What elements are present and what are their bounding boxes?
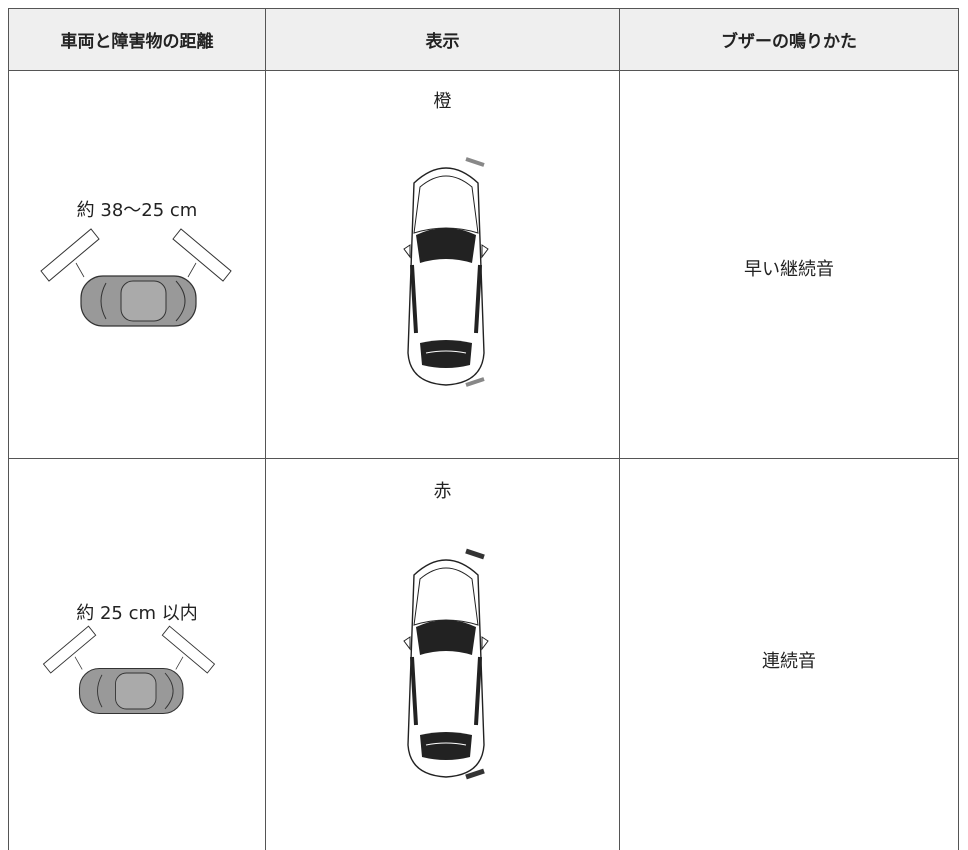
distance-text: 約 38〜25 cm [76, 200, 198, 221]
header-text: 車両と障害物の距離 [60, 32, 214, 52]
car-display [386, 157, 506, 393]
car-display [386, 548, 506, 780]
buzzer-text: 早い継続音 [744, 259, 834, 280]
buzzer-cell: 早い継続音 [619, 70, 959, 458]
header-text: 表示 [425, 32, 460, 52]
header-text: ブザーの鳴りかた [721, 32, 857, 52]
buzzer-text: 連続音 [762, 651, 816, 672]
display-text: 赤 [433, 481, 452, 502]
buzzer-cell: 連続音 [619, 458, 959, 850]
distance-cell: 約 25 cm 以内 [8, 458, 265, 850]
header-cell: 表示 [265, 8, 619, 70]
distance-illustration [36, 221, 236, 331]
distance-text: 約 25 cm 以内 [76, 603, 198, 624]
distance-cell: 約 38〜25 cm [8, 70, 265, 458]
distance-illustration [39, 619, 219, 718]
display-cell: 赤 [265, 458, 619, 850]
display-cell: 橙 [265, 70, 619, 458]
header-cell: ブザーの鳴りかた [619, 8, 959, 70]
display-text: 橙 [433, 91, 452, 112]
header-cell: 車両と障害物の距離 [8, 8, 265, 70]
